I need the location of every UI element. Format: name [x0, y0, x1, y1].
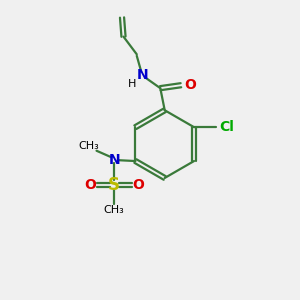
Text: O: O — [84, 178, 96, 192]
Text: N: N — [108, 153, 120, 166]
Text: CH₃: CH₃ — [104, 205, 124, 215]
Text: H: H — [128, 79, 136, 89]
Text: O: O — [133, 178, 145, 192]
Text: O: O — [184, 78, 196, 92]
Text: N: N — [137, 68, 148, 82]
Text: CH₃: CH₃ — [79, 141, 100, 151]
Text: Cl: Cl — [219, 120, 234, 134]
Text: S: S — [108, 176, 120, 194]
